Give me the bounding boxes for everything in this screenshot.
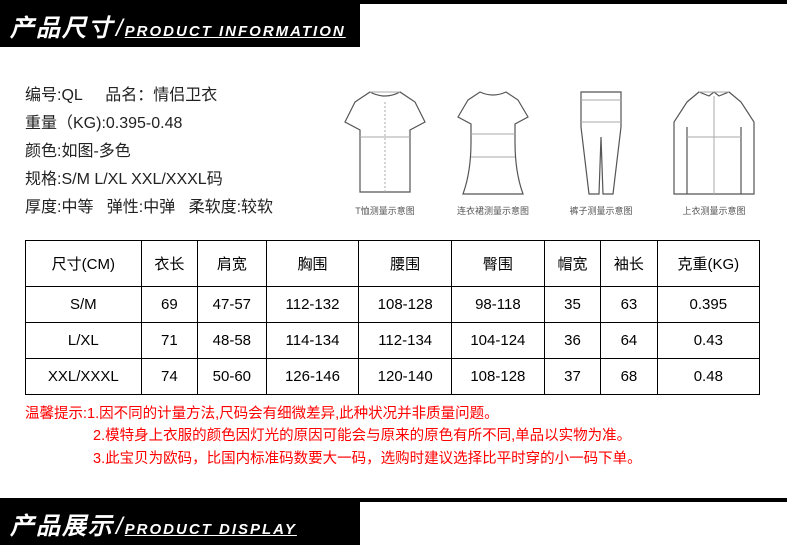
size-table: 尺寸(CM) 衣长 肩宽 胸围 腰围 臀围 帽宽 袖长 克重(KG) S/M 6… [25, 240, 760, 395]
jacket-icon [659, 82, 769, 202]
tip-3: 3.此宝贝为欧码，比国内标准码数要大一码，选购时建议选择比平时穿的小一码下单。 [25, 448, 642, 470]
cell: 112-132 [266, 287, 359, 323]
th-hip: 臀围 [452, 241, 545, 287]
tip-1: 1.因不同的计量方法,尺码会有细微差异,此种状况并非质量问题。 [87, 406, 499, 422]
table-row: S/M 69 47-57 112-132 108-128 98-118 35 6… [26, 287, 760, 323]
th-shoulder: 肩宽 [198, 241, 267, 287]
cell: 98-118 [452, 287, 545, 323]
product-display-header: 产品展示 / PRODUCT DISPLAY [0, 502, 360, 545]
spec-elastic: 弹性:中弹 [107, 199, 175, 216]
cell: 104-124 [452, 323, 545, 359]
header-display-cn: 产品展示 [10, 506, 114, 541]
cell: 0.43 [657, 323, 759, 359]
cell: 114-134 [266, 323, 359, 359]
diagram-tshirt: T恤测量示意图 [335, 82, 435, 217]
spec-sku: 编号:QL [25, 87, 83, 104]
table-header-row: 尺寸(CM) 衣长 肩宽 胸围 腰围 臀围 帽宽 袖长 克重(KG) [26, 241, 760, 287]
spec-line-1: 编号:QL 品名：情侣卫衣 [25, 82, 335, 110]
warm-tips: 温馨提示:1.因不同的计量方法,尺码会有细微差异,此种状况并非质量问题。 2.模… [25, 403, 787, 470]
cell: XXL/XXXL [26, 359, 142, 395]
cell: 50-60 [198, 359, 267, 395]
th-waist: 腰围 [359, 241, 452, 287]
cell: 71 [141, 323, 197, 359]
cell: 63 [601, 287, 657, 323]
size-table-body: S/M 69 47-57 112-132 108-128 98-118 35 6… [26, 287, 760, 395]
spec-name: 品名：情侣卫衣 [105, 87, 217, 104]
tip-line-3: 3.此宝贝为欧码，比国内标准码数要大一码，选购时建议选择比平时穿的小一码下单。 [25, 448, 787, 470]
diagram-dress: 连衣裙测量示意图 [443, 82, 543, 217]
th-sleeve: 袖长 [601, 241, 657, 287]
diagram-dress-label: 连衣裙测量示意图 [443, 204, 543, 217]
header-display-en: PRODUCT DISPLAY [125, 521, 297, 538]
tshirt-icon [335, 82, 435, 202]
table-row: L/XL 71 48-58 114-134 112-134 104-124 36… [26, 323, 760, 359]
tip-line-1: 温馨提示:1.因不同的计量方法,尺码会有细微差异,此种状况并非质量问题。 [25, 403, 787, 425]
spec-text: 编号:QL 品名：情侣卫衣 重量（KG):0.395-0.48 颜色:如图-多色… [25, 82, 335, 222]
cell: S/M [26, 287, 142, 323]
dress-icon [443, 82, 543, 202]
header-info-cn: 产品尺寸 [10, 8, 114, 43]
header-info-en: PRODUCT INFORMATION [125, 23, 346, 40]
tip-line-2: 2.模特身上衣服的颜色因灯光的原因可能会与原来的原色有所不同,单品以实物为准。 [25, 425, 787, 447]
spec-thickness: 厚度:中等 [25, 199, 93, 216]
cell: 0.395 [657, 287, 759, 323]
th-bust: 胸围 [266, 241, 359, 287]
cell: 68 [601, 359, 657, 395]
cell: L/XL [26, 323, 142, 359]
cell: 108-128 [452, 359, 545, 395]
th-length: 衣长 [141, 241, 197, 287]
cell: 37 [544, 359, 600, 395]
cell: 120-140 [359, 359, 452, 395]
diagram-jacket: 上衣测量示意图 [659, 82, 769, 217]
cell: 108-128 [359, 287, 452, 323]
product-info-header-wrap: 产品尺寸 / PRODUCT INFORMATION [0, 0, 787, 47]
spec-weight: 重量（KG):0.395-0.48 [25, 110, 335, 138]
cell: 64 [601, 323, 657, 359]
table-row: XXL/XXXL 74 50-60 126-146 120-140 108-12… [26, 359, 760, 395]
th-weight: 克重(KG) [657, 241, 759, 287]
cell: 112-134 [359, 323, 452, 359]
spec-sizes: 规格:S/M L/XL XXL/XXXL码 [25, 166, 335, 194]
diagram-pants: 裤子测量示意图 [551, 82, 651, 217]
product-display-header-wrap: 产品展示 / PRODUCT DISPLAY [0, 498, 787, 545]
cell: 69 [141, 287, 197, 323]
size-table-head: 尺寸(CM) 衣长 肩宽 胸围 腰围 臀围 帽宽 袖长 克重(KG) [26, 241, 760, 287]
pants-icon [551, 82, 651, 202]
product-info-header: 产品尺寸 / PRODUCT INFORMATION [0, 4, 360, 47]
th-hood: 帽宽 [544, 241, 600, 287]
spec-soft: 柔软度:较软 [189, 199, 273, 216]
th-size: 尺寸(CM) [26, 241, 142, 287]
diagram-jacket-label: 上衣测量示意图 [659, 204, 769, 217]
diagram-tshirt-label: T恤测量示意图 [335, 204, 435, 217]
header-slash: / [116, 15, 123, 43]
diagram-pants-label: 裤子测量示意图 [551, 204, 651, 217]
header-slash-2: / [116, 513, 123, 541]
spec-area: 编号:QL 品名：情侣卫衣 重量（KG):0.395-0.48 颜色:如图-多色… [0, 47, 787, 232]
cell: 47-57 [198, 287, 267, 323]
cell: 0.48 [657, 359, 759, 395]
cell: 48-58 [198, 323, 267, 359]
cell: 36 [544, 323, 600, 359]
spec-line-5: 厚度:中等 弹性:中弹 柔软度:较软 [25, 194, 335, 222]
cell: 126-146 [266, 359, 359, 395]
tip-2: 2.模特身上衣服的颜色因灯光的原因可能会与原来的原色有所不同,单品以实物为准。 [25, 425, 631, 447]
tips-label: 温馨提示: [25, 406, 87, 422]
measurement-diagrams: T恤测量示意图 连衣裙测量示意图 裤子测量示意图 [335, 82, 769, 217]
cell: 35 [544, 287, 600, 323]
cell: 74 [141, 359, 197, 395]
spec-color: 颜色:如图-多色 [25, 138, 335, 166]
